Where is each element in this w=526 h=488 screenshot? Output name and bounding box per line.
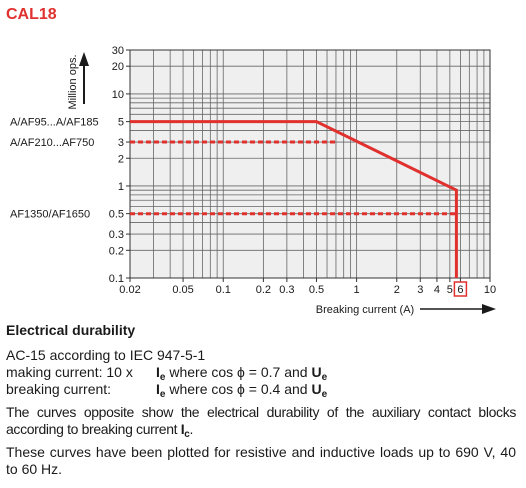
- y-tick-label: 1: [118, 181, 124, 193]
- making-current-label: making current: 10 x: [6, 364, 133, 380]
- x-tick-label: 6: [457, 284, 463, 296]
- x-tick-label: 0.2: [256, 284, 271, 296]
- page-title: CAL18: [6, 6, 57, 23]
- y-tick-label: 0.5: [109, 209, 124, 221]
- breaking-current-label: breaking current:: [6, 381, 112, 397]
- conditions-paragraph: These curves have been plotted for resis…: [6, 444, 516, 477]
- x-tick-label: 10: [484, 284, 496, 296]
- x-tick-label: 0.3: [279, 284, 294, 296]
- x-axis-label: Breaking current (A): [316, 304, 414, 316]
- section-heading: Electrical durability: [6, 322, 136, 338]
- y-tick-label: 0.2: [109, 245, 124, 257]
- x-tick-label: 0.05: [172, 284, 193, 296]
- x-tick-label: 4: [434, 284, 440, 296]
- x-tick-label: 2: [394, 284, 400, 296]
- x-axis-arrow-head: [482, 304, 496, 314]
- y-tick-label: 20: [112, 61, 124, 73]
- y-axis-label: Million ops.: [67, 54, 79, 109]
- ie-symbol: Ie: [156, 381, 166, 400]
- standard-line: AC-15 according to IEC 947-5-1: [6, 347, 206, 363]
- series-line-1: [130, 120, 458, 278]
- y-tick-label: 0.1: [109, 273, 124, 285]
- series-label: AF1350/AF1650: [10, 209, 90, 221]
- ic-symbol: Ic: [180, 421, 190, 440]
- y-axis-arrow-head: [79, 52, 89, 66]
- y-tick-label: 5: [118, 117, 124, 129]
- x-tick-label: 0.1: [216, 284, 231, 296]
- description-paragraph: The curves opposite show the electrical …: [6, 404, 516, 440]
- y-tick-label: 30: [112, 45, 124, 57]
- breaking-current-rest: where cos ϕ = 0.4 and: [169, 381, 308, 397]
- series-label: A/AF210...AF750: [10, 137, 94, 149]
- making-current-rest: where cos ϕ = 0.7 and: [169, 364, 308, 380]
- series-label: A/AF95...A/AF185: [10, 117, 99, 129]
- ie-symbol: Ie: [156, 364, 166, 383]
- y-tick-label: 2: [118, 153, 124, 165]
- y-tick-label: 10: [112, 89, 124, 101]
- ue-symbol: Ue: [311, 381, 328, 400]
- ue-symbol: Ue: [311, 364, 328, 383]
- x-tick-highlight-box: [453, 281, 468, 297]
- plot-background: [130, 50, 490, 278]
- plot-frame: [129, 49, 491, 279]
- y-tick-label: 0.3: [109, 229, 124, 241]
- x-tick-label: 3: [417, 284, 423, 296]
- y-tick-label: 3: [118, 137, 124, 149]
- durability-chart: 0.1 0.2 0.3 0.5 1 2 3 5 10 20 30 0.02 0.05 0.1 0.2 0.3 0…: [10, 45, 496, 316]
- x-tick-label: 5: [447, 284, 453, 296]
- making-current-line: making current: 10 x Ie where cos ϕ = 0.7…: [6, 364, 327, 386]
- x-tick-label: 0.5: [309, 284, 324, 296]
- breaking-current-line: breaking current: Ie where cos ϕ = 0.4 an…: [6, 381, 327, 403]
- x-tick-label: 1: [354, 284, 360, 296]
- x-tick-label: 0.02: [119, 284, 140, 296]
